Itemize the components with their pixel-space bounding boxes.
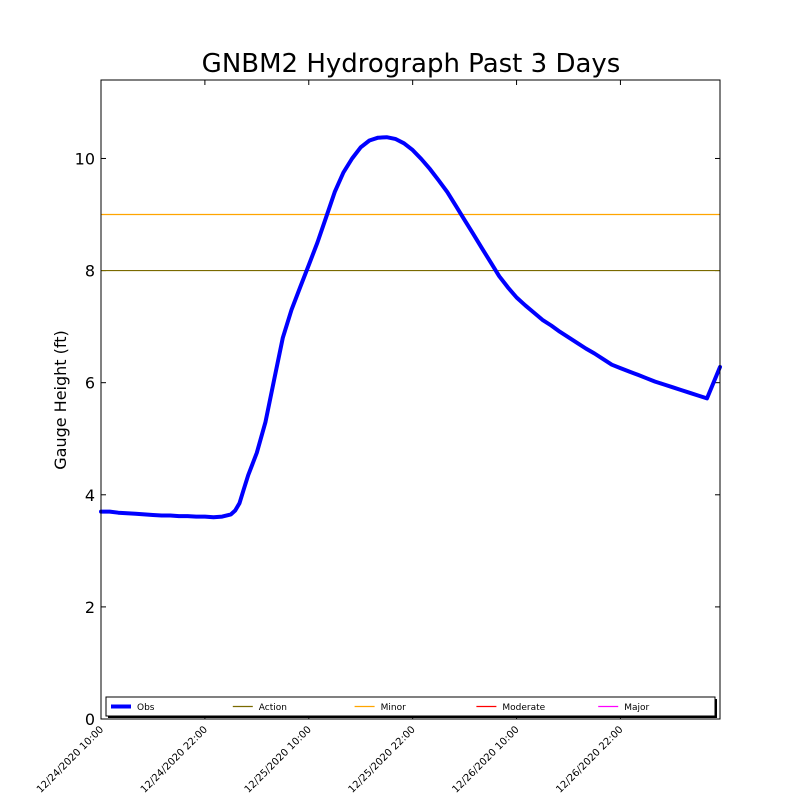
legend-label-action: Action	[259, 703, 287, 713]
x-tick-label: 12/25/2020 22:00	[347, 724, 418, 795]
plot-area: 0 2 4 6 8 10 12/24/2020 10:00 12/24/2020 22:00 1…	[35, 80, 722, 796]
x-tick-label: 12/26/2020 22:00	[554, 724, 625, 795]
y-tick-label: 8	[85, 262, 95, 281]
y-tick-label: 2	[85, 598, 95, 617]
legend-box	[105, 696, 716, 717]
legend-label-major: Major	[624, 703, 649, 713]
y-axis-label: Gauge Height (ft)	[51, 330, 70, 470]
plot-frame	[100, 79, 721, 720]
x-tick-label: 12/26/2020 10:00	[451, 724, 522, 795]
x-tick-label: 12/24/2020 22:00	[139, 724, 210, 795]
series-line-obs	[99, 135, 722, 520]
chart-title: GNBM2 Hydrograph Past 3 Days	[202, 49, 621, 79]
legend-label-obs: Obs	[137, 703, 155, 713]
y-tick-label: 10	[75, 149, 95, 168]
x-tick-label: 12/24/2020 10:00	[35, 724, 106, 795]
legend-label-moderate: Moderate	[502, 703, 545, 713]
legend-label-minor: Minor	[381, 703, 406, 713]
y-tick-label: 0	[85, 710, 95, 729]
y-tick-label: 6	[85, 374, 95, 393]
x-tick-label: 12/25/2020 10:00	[243, 724, 314, 795]
legend: Obs Action Minor Moderate Major	[105, 696, 717, 718]
y-tick-label: 4	[85, 486, 95, 505]
